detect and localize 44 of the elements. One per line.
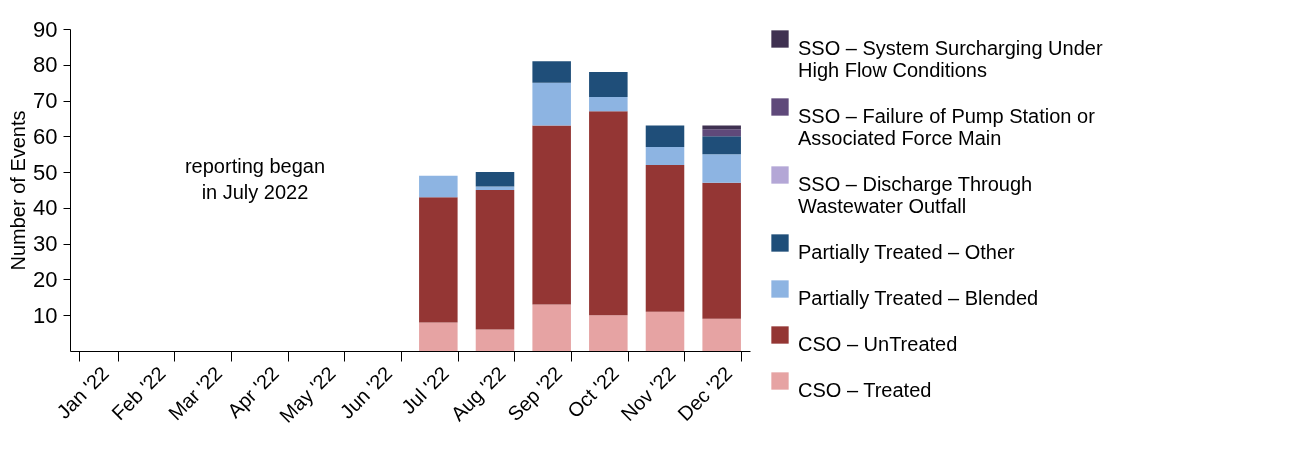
bar — [475, 186, 515, 190]
bar — [475, 190, 515, 330]
y-tick-label: 70 — [33, 88, 58, 114]
bar — [702, 182, 741, 319]
bar — [702, 154, 741, 183]
bar — [589, 315, 628, 351]
y-tick-label: 60 — [33, 123, 58, 149]
legend-label: CSO – Treated — [798, 379, 932, 401]
bar — [532, 61, 571, 83]
bar — [419, 175, 458, 198]
y-tick-label: 40 — [33, 195, 58, 221]
legend-label: SSO – Failure of Pump Station or Associated Force Main — [798, 105, 1096, 149]
y-tick-label: 10 — [33, 302, 58, 328]
bar — [532, 304, 571, 351]
legend-label: SSO – System Surcharging Under High Flow Conditions — [798, 37, 1103, 81]
bar — [645, 164, 685, 312]
bar — [702, 129, 741, 137]
bar — [589, 96, 628, 112]
x-tick-label: Jul '22 — [396, 362, 453, 419]
y-tick-label: 90 — [33, 16, 58, 42]
bar — [475, 172, 515, 187]
bar — [702, 136, 741, 155]
y-tick-label: 80 — [33, 52, 58, 78]
bar — [645, 147, 685, 165]
bar — [532, 125, 571, 305]
legend-label: Partially Treated – Blended — [798, 287, 1039, 309]
bar — [645, 311, 685, 351]
bar — [589, 71, 628, 97]
bar — [419, 197, 458, 323]
legend-label: CSO – UnTreated — [798, 333, 958, 355]
annotation: reporting began in July 2022 — [184, 155, 326, 203]
bar — [475, 329, 515, 351]
y-tick-label: 50 — [33, 159, 58, 185]
bar — [589, 111, 628, 316]
bar — [645, 125, 685, 148]
y-tick-label: 20 — [33, 266, 58, 292]
legend-label: SSO – Discharge Through Wastewater Outfall — [798, 173, 1033, 217]
x-tick-label: Jun '22 — [335, 362, 397, 423]
legend-label: Partially Treated – Other — [798, 241, 1016, 263]
bar — [532, 82, 571, 126]
bar — [702, 318, 741, 351]
bar — [419, 322, 458, 351]
y-axis-title: Number of Events — [7, 110, 30, 271]
y-tick-label: 30 — [33, 231, 58, 257]
